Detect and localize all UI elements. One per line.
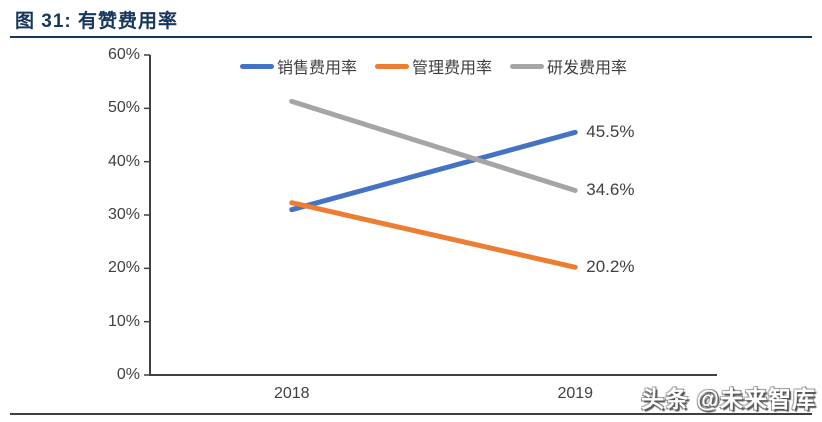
y-axis-label: 20% xyxy=(107,259,140,277)
watermark: 头条 @未来智库 xyxy=(641,386,816,412)
legend-item-2: 研发费用率 xyxy=(510,54,627,78)
bottom-border xyxy=(10,413,812,415)
x-axis-label: 2019 xyxy=(557,385,594,402)
legend-label: 管理费用率 xyxy=(411,60,492,77)
y-axis-label: 10% xyxy=(107,312,140,330)
data-label-1: 20.2% xyxy=(586,257,635,277)
y-axis-label: 50% xyxy=(107,99,140,117)
axis-lines xyxy=(149,55,717,376)
x-axis-label: 2018 xyxy=(273,385,310,402)
series-line-2 xyxy=(289,98,578,193)
legend-item-0: 销售费用率 xyxy=(239,54,357,78)
expense-ratio-line-chart: 销售费用率 管理费用率 研发费用率 0% 10% 20% 30% 40% 50% 60% 2018… xyxy=(0,40,822,412)
data-label-2: 34.6% xyxy=(586,180,635,200)
title-underline xyxy=(10,36,812,38)
y-axis-label: 40% xyxy=(107,152,140,170)
chart-legend: 销售费用率 管理费用率 研发费用率 xyxy=(150,54,717,78)
legend-item-1: 管理费用率 xyxy=(374,54,492,78)
legend-label: 销售费用率 xyxy=(276,60,357,77)
legend-marker-icon xyxy=(510,63,544,69)
figure-title: 图 31: 有赞费用率 xyxy=(15,11,179,32)
series-line-1 xyxy=(289,200,578,270)
legend-marker-icon xyxy=(374,63,409,69)
y-axis-label: 60% xyxy=(107,46,140,63)
y-axis-label: 30% xyxy=(107,206,140,223)
legend-label: 研发费用率 xyxy=(547,60,628,77)
series-line-0 xyxy=(289,129,578,213)
chart-canvas xyxy=(144,54,717,376)
data-label-0: 45.5% xyxy=(586,122,635,142)
legend-marker-icon xyxy=(239,63,274,69)
y-axis-label: 0% xyxy=(116,366,140,383)
